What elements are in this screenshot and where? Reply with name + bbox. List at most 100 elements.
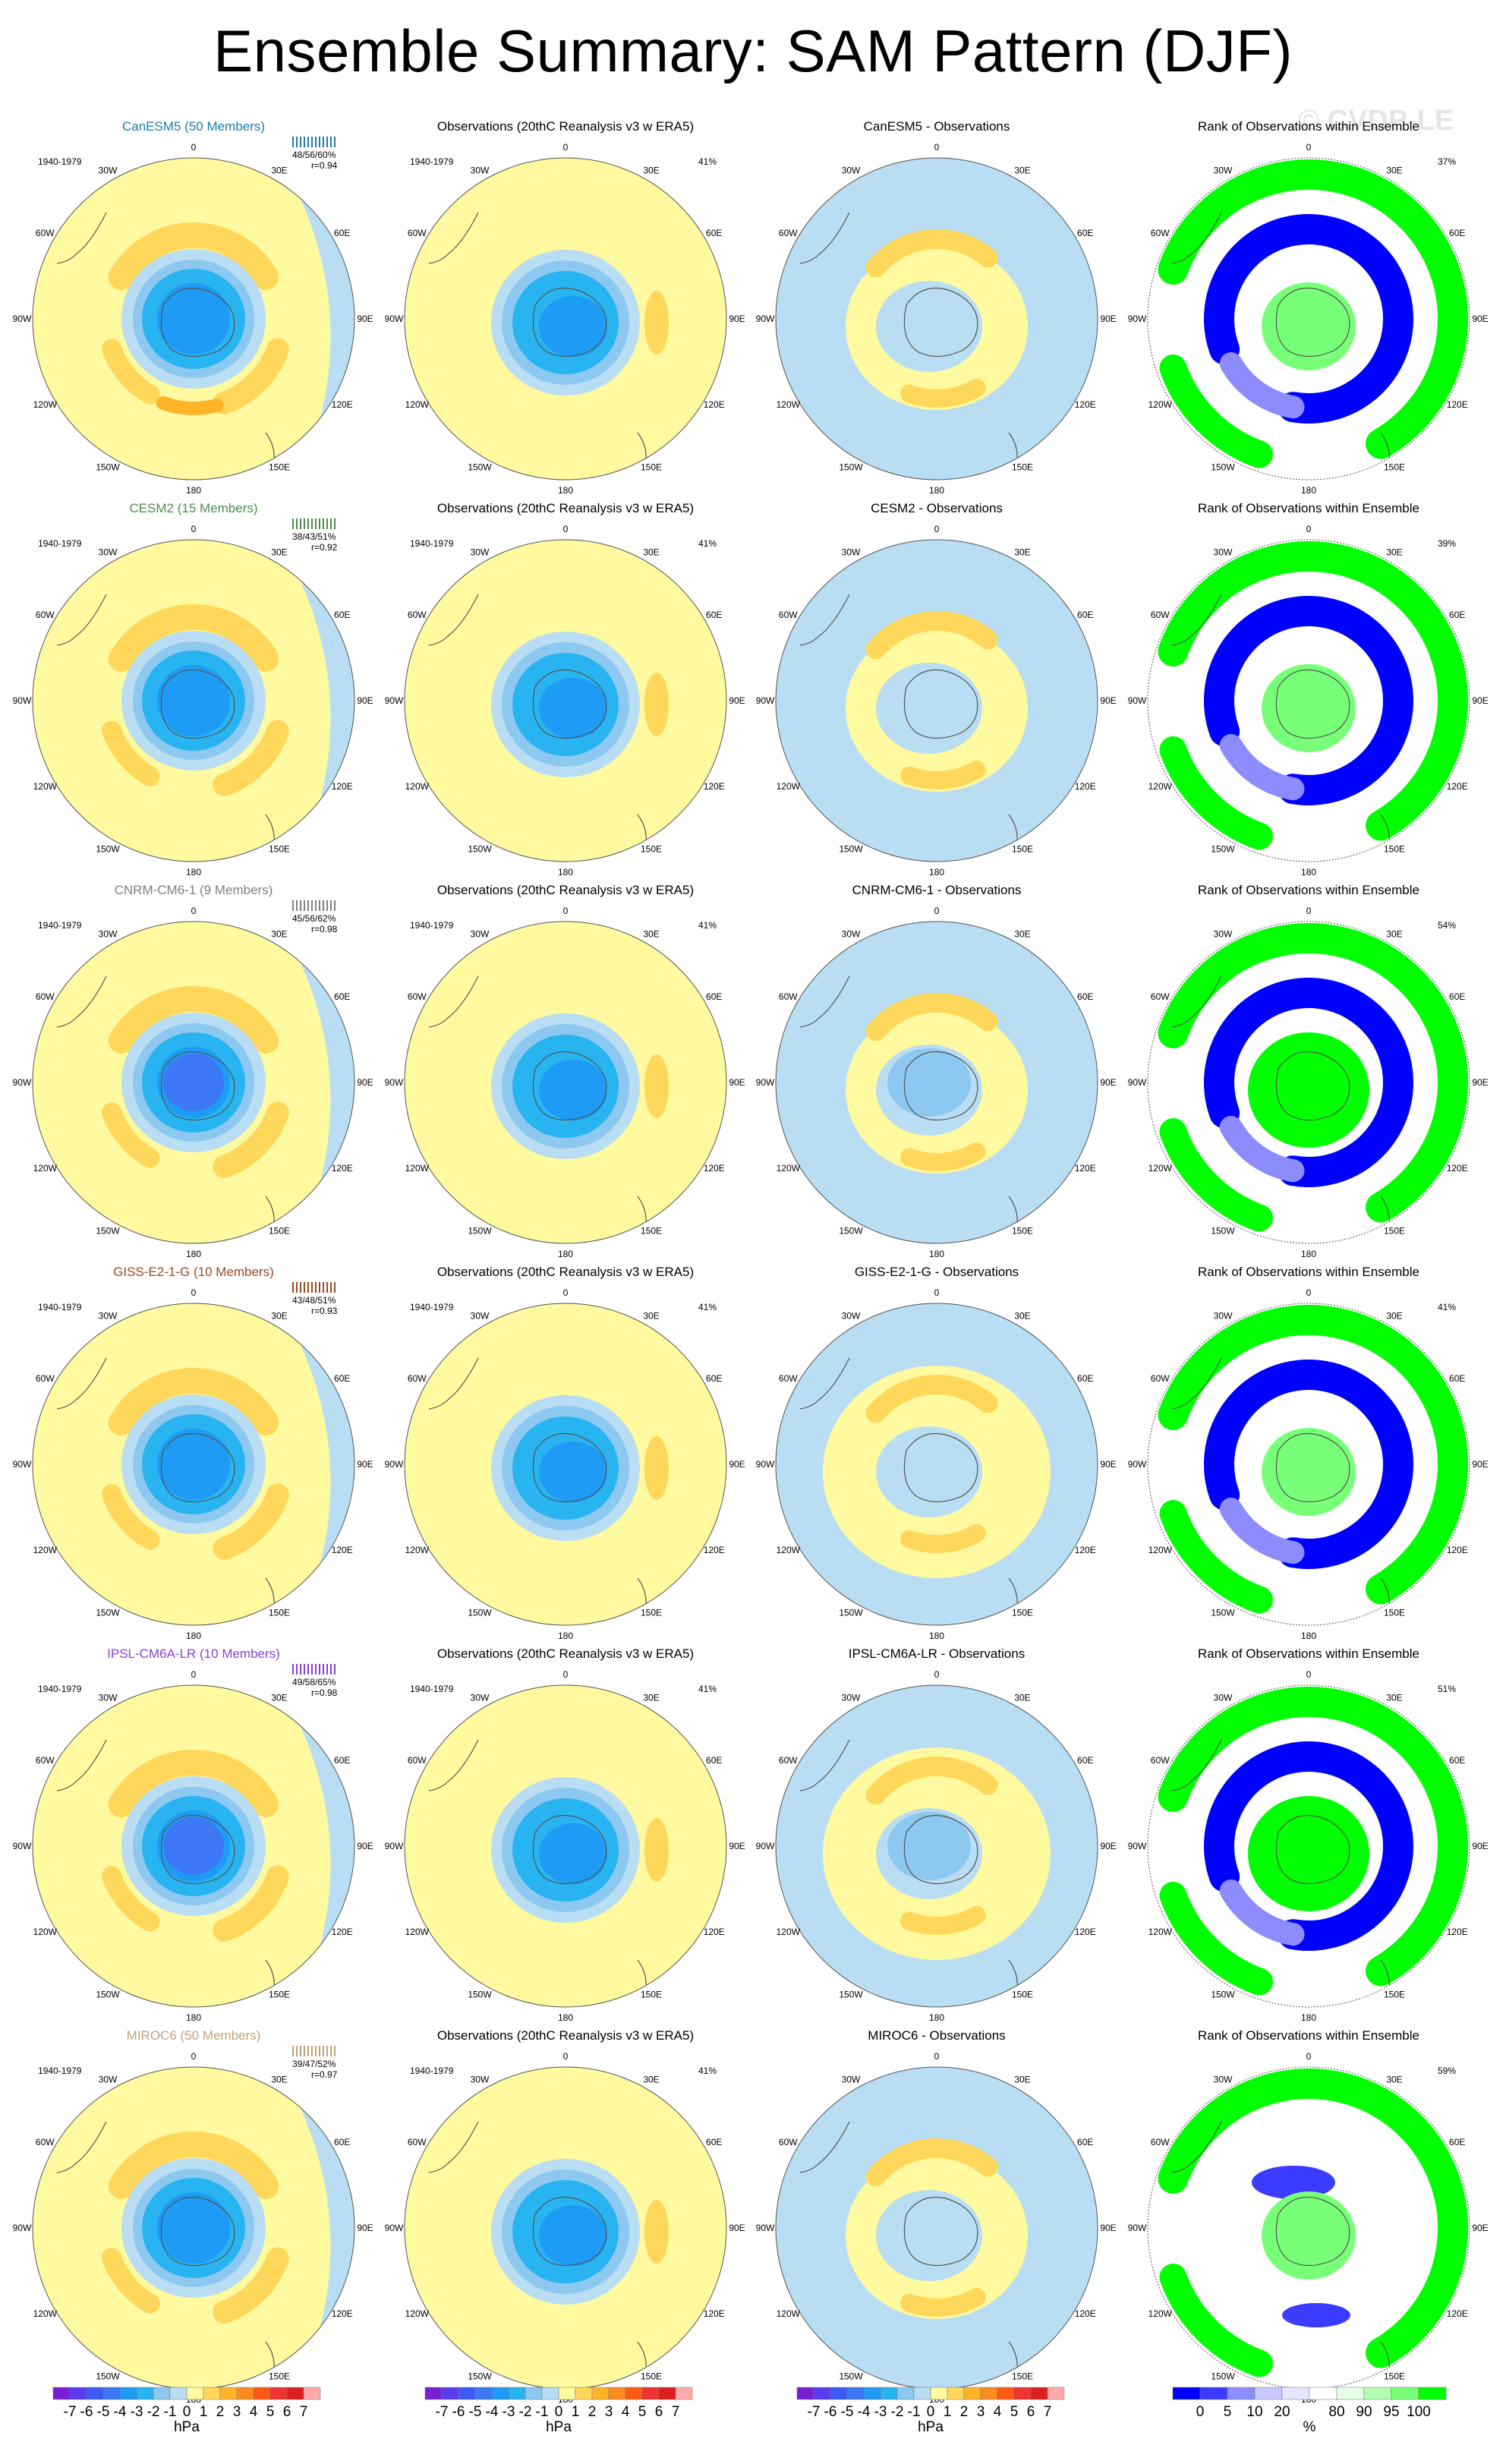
longitude-label: 150E: [1012, 1608, 1033, 1618]
stats-tick: [334, 2046, 336, 2056]
longitude-label: 30W: [842, 547, 861, 557]
rank-percent: 37%: [1438, 156, 1456, 167]
period-label: 1940-1979: [410, 1302, 454, 1312]
panel-title: CanESM5 - Observations: [864, 119, 1010, 134]
stats-tick: [296, 1282, 298, 1293]
rank-percent: 54%: [1438, 920, 1456, 931]
antarctica-coastline: [903, 2196, 978, 2267]
longitude-label: 150E: [641, 1608, 662, 1618]
longitude-label: 60E: [1449, 228, 1465, 238]
south-america-coastline: [799, 975, 850, 1028]
longitude-label: 90W: [13, 695, 32, 706]
longitude-label: 120W: [33, 781, 58, 792]
longitude-label: 30W: [99, 1692, 118, 1703]
stats-tick: [315, 2046, 317, 2056]
longitude-label: 30W: [842, 928, 861, 939]
longitude-label: 120E: [1075, 1927, 1096, 1937]
longitude-label: 30W: [471, 165, 490, 175]
stats-tick: [300, 1282, 301, 1293]
longitude-label: 60E: [1077, 1373, 1093, 1384]
longitude-label: 120E: [1447, 2308, 1468, 2319]
longitude-label: 180: [186, 2012, 201, 2023]
antarctica-coastline: [1275, 669, 1350, 739]
colorbar-tick-label: -2: [147, 2404, 160, 2420]
central-rank-region: [1262, 282, 1356, 370]
longitude-label: 60W: [408, 1373, 427, 1384]
pattern-correlation: r=0.98: [311, 924, 338, 934]
longitude-label: 120W: [405, 781, 430, 792]
south-america-coastline: [1171, 1357, 1222, 1410]
longitude-label: 90E: [1100, 2223, 1116, 2233]
stats-tick: [315, 1282, 317, 1293]
longitude-label: 180: [1301, 1631, 1316, 1641]
stats-tick: [300, 1664, 301, 1675]
longitude-label: 60E: [334, 2137, 350, 2147]
antarctica-coastline: [1275, 2196, 1350, 2267]
longitude-label: 150E: [1384, 844, 1405, 855]
stats-tick: [300, 518, 301, 529]
longitude-label: 90W: [1128, 1077, 1147, 1088]
map-border: [775, 1303, 1098, 1626]
stats-tick: [323, 1282, 324, 1293]
explained-variance: 41%: [698, 156, 717, 167]
map-border: [775, 921, 1098, 1244]
antarctica-coastline: [160, 287, 235, 358]
longitude-label: 150W: [468, 1608, 492, 1618]
longitude-label: 120W: [777, 2308, 801, 2319]
longitude-label: 30E: [1386, 2074, 1402, 2084]
longitude-label: 150E: [269, 1226, 290, 1237]
negative-weak-region: [876, 663, 982, 754]
colorbar-tick-label: -7: [64, 2404, 77, 2420]
longitude-label: 90W: [1128, 1841, 1147, 1851]
longitude-label: 60W: [779, 1755, 798, 1766]
map-border: [404, 539, 727, 862]
south-america-coastline: [1171, 212, 1222, 264]
map-field: [1148, 158, 1470, 480]
panel-rank: Rank of Observations within Ensemble 59% 0…: [1128, 2028, 1489, 2405]
map-field: [33, 158, 354, 480]
colorbar-swatch: [1281, 2387, 1310, 2400]
longitude-label: 30W: [471, 1692, 490, 1703]
colorbar-tick-label: 7: [300, 2404, 308, 2420]
longitude-label: 150W: [1211, 1608, 1235, 1618]
stats-tick: [292, 518, 294, 529]
positive-anomaly-ring: [213, 1101, 289, 1178]
positive-anomaly: [644, 673, 669, 736]
longitude-label: 90W: [13, 1077, 32, 1088]
positive-anomaly-band: [865, 229, 998, 278]
longitude-label: 120E: [1447, 1927, 1468, 1937]
map-border: [404, 921, 727, 1244]
stats-tick: [326, 137, 328, 147]
longitude-label: 180: [186, 867, 201, 878]
south-america-coastline: [428, 975, 479, 1028]
map-field: [776, 2067, 1098, 2389]
longitude-label: 90E: [729, 2223, 745, 2233]
panel-observations: Observations (20thC Reanalysis v3 w ERA5…: [385, 1265, 745, 1641]
antarctica-coastline: [532, 1051, 607, 1121]
map-field: [1148, 540, 1470, 862]
longitude-label: 150W: [1211, 462, 1235, 473]
negative-weak-region: [876, 1426, 982, 1517]
longitude-label: 150W: [468, 462, 492, 473]
period-label: 1940-1979: [410, 2065, 454, 2076]
longitude-label: 120E: [1075, 399, 1096, 410]
longitude-label: 0: [191, 524, 197, 534]
positive-anomaly: [644, 1818, 669, 1882]
longitude-label: 180: [186, 485, 201, 496]
colorbar-tick-label: -5: [97, 2404, 110, 2420]
map-field: [33, 1685, 354, 2007]
period-label: 1940-1979: [410, 538, 454, 549]
variance-stats: 43/48/51%: [292, 1295, 336, 1306]
longitude-label: 90E: [1100, 1459, 1116, 1470]
longitude-label: 30W: [471, 2074, 490, 2084]
stats-tick: [334, 900, 336, 911]
longitude-label: 60E: [706, 1755, 722, 1766]
colorbar-swatch: [508, 2387, 526, 2400]
longitude-label: 90E: [729, 1459, 745, 1470]
panel-title: Rank of Observations within Ensemble: [1198, 2028, 1419, 2043]
longitude-label: 180: [929, 2012, 944, 2023]
longitude-label: 30W: [1214, 928, 1233, 939]
panel-title: CNRM-CM6-1 - Observations: [852, 883, 1022, 897]
longitude-label: 150W: [839, 1226, 863, 1237]
